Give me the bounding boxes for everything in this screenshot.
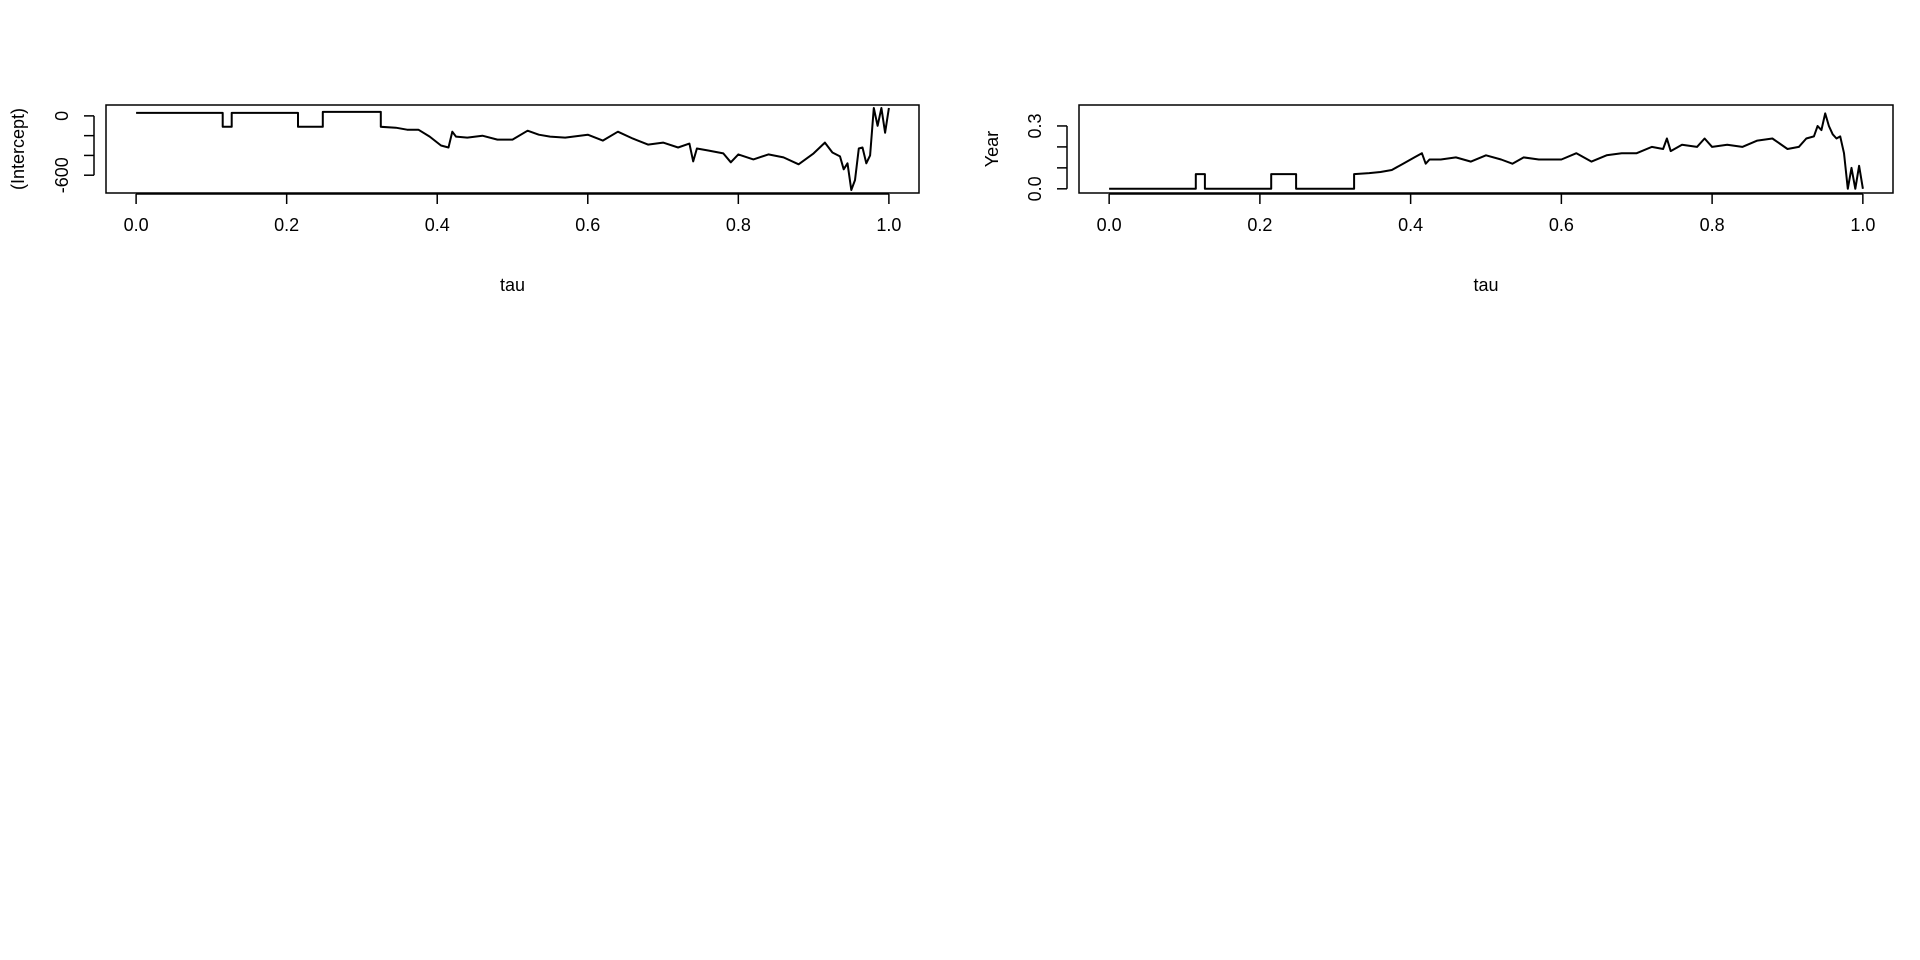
y-tick-label: -600 <box>52 157 72 193</box>
y-axis-label: Year <box>982 131 1002 167</box>
x-tick-label: 1.0 <box>876 215 901 235</box>
y-axis: -600 0 <box>52 111 95 193</box>
y-tick-label: 0.3 <box>1025 113 1045 138</box>
coefficient-line <box>136 107 890 191</box>
plot-frame <box>1078 104 1894 194</box>
y-axis-label: (Intercept) <box>8 108 28 190</box>
x-axis: 0.0 0.2 0.4 0.6 0.8 1.0 <box>124 193 901 235</box>
x-tick-label: 0.2 <box>274 215 299 235</box>
x-tick-label: 0.8 <box>726 215 751 235</box>
x-tick-label: 0.6 <box>1549 215 1574 235</box>
x-tick-label: 0.0 <box>124 215 149 235</box>
intercept-panel: 0.0 0.2 0.4 0.6 0.8 1.0 -600 0 tau (Intercept) <box>8 104 920 295</box>
y-axis: 0.0 0.3 <box>1025 113 1068 201</box>
x-tick-label: 0.6 <box>575 215 600 235</box>
plot-frame <box>105 104 920 194</box>
x-tick-label: 0.4 <box>425 215 450 235</box>
x-axis-label: tau <box>1473 275 1498 295</box>
x-tick-label: 1.0 <box>1850 215 1875 235</box>
x-tick-label: 0.0 <box>1097 215 1122 235</box>
x-tick-label: 0.2 <box>1247 215 1272 235</box>
y-tick-label: 0.0 <box>1025 176 1045 201</box>
year-panel: 0.0 0.2 0.4 0.6 0.8 1.0 0.0 0.3 tau Year <box>982 104 1894 295</box>
x-tick-label: 0.8 <box>1700 215 1725 235</box>
y-tick-label: 0 <box>52 111 72 121</box>
x-axis: 0.0 0.2 0.4 0.6 0.8 1.0 <box>1097 193 1875 235</box>
x-tick-label: 0.4 <box>1398 215 1423 235</box>
x-axis-label: tau <box>500 275 525 295</box>
coefficient-line <box>1109 112 1864 190</box>
